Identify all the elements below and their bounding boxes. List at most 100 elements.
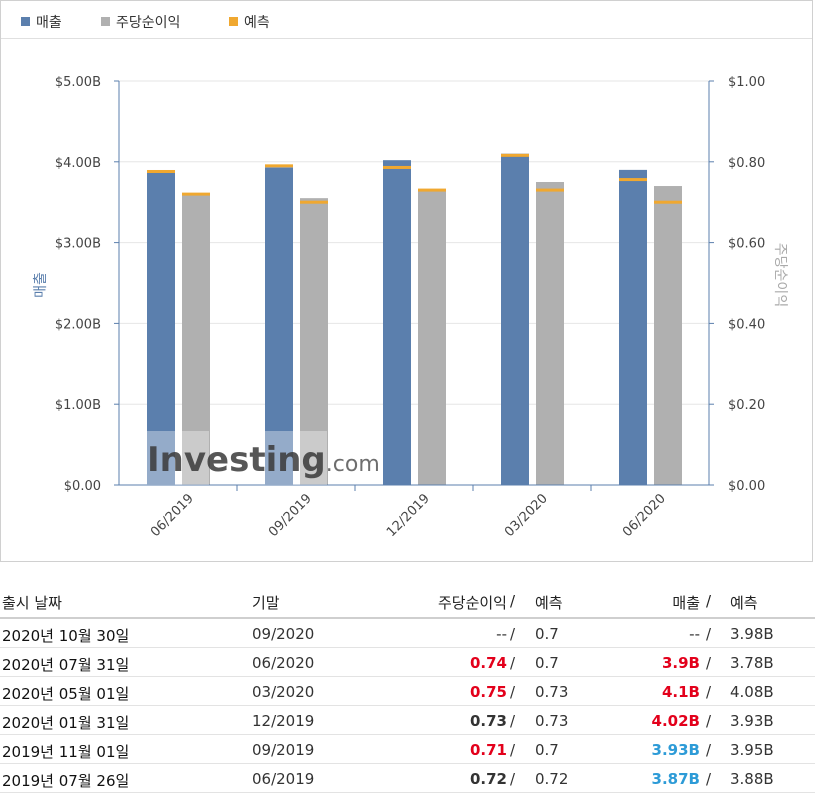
header-revenue-forecast[interactable]: 예측 (730, 594, 758, 612)
cell-release-date: 2019년 07월 26일 (2, 772, 130, 790)
right-tick-label: $0.80 (728, 156, 765, 171)
legend-label-forecast: 예측 (244, 15, 270, 31)
table-row: 2019년 11월 01일 09/2019 0.71/0.7 3.93B/3.95B (0, 735, 815, 764)
table-header-row: 출시 날짜 기말 주당순이익 / 예측 매출 / 예측 (0, 586, 815, 619)
legend-swatch-eps (101, 17, 110, 26)
cell-separator: / (706, 683, 712, 701)
eps-forecast-marker (536, 188, 564, 192)
cell-revenue: 4.02B (651, 712, 700, 730)
eps-forecast-marker (418, 188, 446, 192)
cell-separator: / (510, 770, 516, 788)
left-axis-title: 매출 (33, 272, 49, 298)
cell-separator: / (510, 654, 516, 672)
revenue-forecast-marker (619, 178, 647, 182)
cell-eps: 0.75 (469, 683, 507, 701)
cell-period: 09/2020 (252, 625, 315, 643)
cell-revenue: -- (689, 625, 700, 643)
cell-separator: / (706, 654, 712, 672)
cell-eps-forecast: 0.7 (535, 625, 559, 643)
forecast-markers (147, 153, 682, 204)
cell-revenue: 3.87B (651, 770, 700, 788)
watermark-suffix: .com (326, 452, 380, 477)
cell-eps-forecast: 0.73 (535, 683, 569, 701)
right-tick-label: $0.40 (728, 317, 765, 332)
header-eps[interactable]: 주당순이익 (437, 594, 507, 612)
table-body: 2020년 10월 30일 09/2020 --/0.7 --/3.98B 2020년 … (0, 619, 815, 793)
revenue-bar (619, 169, 647, 485)
axes-group (118, 81, 710, 486)
cell-separator: / (510, 712, 516, 730)
table-row: 2019년 07월 26일 06/2019 0.72/0.72 3.87B/3.88B (0, 764, 815, 793)
watermark-block (147, 431, 209, 485)
header-period[interactable]: 기말 (252, 594, 280, 612)
chart-legend: 매출 주당순이익 예측 (1, 1, 812, 39)
revenue-forecast-marker (501, 153, 529, 157)
cell-eps-forecast: 0.7 (535, 654, 559, 672)
chart-svg: $0.00 $0.00 $1.00B $0.20 $2.00B $0.40 $3.00B $0… (33, 75, 788, 540)
cell-eps-forecast: 0.73 (535, 712, 569, 730)
cell-period: 12/2019 (252, 712, 315, 730)
cell-separator: / (706, 770, 712, 788)
legend-item-forecast[interactable]: 예측 (229, 12, 270, 32)
cell-separator: / (706, 741, 712, 759)
revenue-forecast-marker (383, 165, 411, 169)
eps-bar (536, 182, 564, 485)
cell-separator: / (510, 741, 516, 759)
cell-revenue: 3.93B (651, 741, 700, 759)
table-row: 2020년 07월 31일 06/2020 0.74/0.7 3.9B/3.78B (0, 648, 815, 677)
left-tick-label: $2.00B (55, 317, 101, 332)
cell-eps: 0.73 (469, 712, 507, 730)
cell-eps: 0.72 (469, 770, 507, 788)
header-eps-forecast[interactable]: 예측 (535, 594, 563, 612)
cell-release-date: 2019년 11월 01일 (2, 743, 130, 761)
cell-separator: / (510, 683, 516, 701)
watermark-brand: Investing (147, 440, 326, 480)
eps-forecast-marker (300, 200, 328, 204)
right-tick-label: $1.00 (728, 75, 765, 90)
revenue-forecast-marker (265, 164, 293, 168)
header-release-date[interactable]: 출시 날짜 (2, 594, 62, 612)
header-separator: / (510, 592, 516, 610)
cell-revenue-forecast: 3.78B (730, 654, 774, 672)
eps-forecast-marker (654, 200, 682, 204)
legend-label-eps: 주당순이익 (116, 15, 181, 31)
cell-period: 09/2019 (252, 741, 315, 759)
earnings-chart-panel: 매출 주당순이익 예측 $0.00 $0.00 $1.00B $0.20 $2.00B $… (0, 0, 813, 562)
revenue-bar (383, 160, 411, 485)
legend-swatch-forecast (229, 17, 238, 26)
left-tick-label: $4.00B (55, 156, 101, 171)
revenue-bar (501, 153, 529, 485)
cell-release-date: 2020년 10월 30일 (2, 627, 130, 645)
cell-revenue-forecast: 3.88B (730, 770, 774, 788)
eps-bar (654, 186, 682, 486)
cell-separator: / (510, 625, 516, 643)
legend-item-revenue[interactable]: 매출 (21, 12, 62, 32)
cell-revenue-forecast: 3.95B (730, 741, 774, 759)
table-row: 2020년 10월 30일 09/2020 --/0.7 --/3.98B (0, 619, 815, 648)
x-tick-label: 03/2020 (502, 491, 551, 540)
header-separator: / (706, 592, 712, 610)
cell-separator: / (706, 625, 712, 643)
right-tick-label: $0.00 (728, 479, 765, 494)
bars-group (147, 153, 682, 486)
header-revenue[interactable]: 매출 (672, 594, 700, 612)
cell-period: 06/2020 (252, 654, 315, 672)
right-tick-label: $0.60 (728, 237, 765, 252)
cell-revenue-forecast: 3.98B (730, 625, 774, 643)
left-tick-label: $0.00 (64, 479, 101, 494)
right-axis-title: 주당순이익 (772, 243, 788, 307)
cell-eps-forecast: 0.72 (535, 770, 569, 788)
cell-revenue: 3.9B (661, 654, 700, 672)
cell-release-date: 2020년 05월 01일 (2, 685, 130, 703)
left-tick-label: $5.00B (55, 75, 101, 90)
earnings-table: 출시 날짜 기말 주당순이익 / 예측 매출 / 예측 2020년 10월 30… (0, 586, 815, 793)
grid-lines (119, 80, 709, 405)
investing-watermark (147, 431, 327, 485)
legend-item-eps[interactable]: 주당순이익 (101, 12, 180, 32)
cell-eps-forecast: 0.7 (535, 741, 559, 759)
watermark-block (265, 431, 327, 485)
table-row: 2020년 05월 01일 03/2020 0.75/0.73 4.1B/4.08B (0, 677, 815, 706)
cell-eps: 0.74 (469, 654, 507, 672)
left-tick-label: $3.00B (55, 237, 101, 252)
legend-swatch-revenue (21, 17, 30, 26)
